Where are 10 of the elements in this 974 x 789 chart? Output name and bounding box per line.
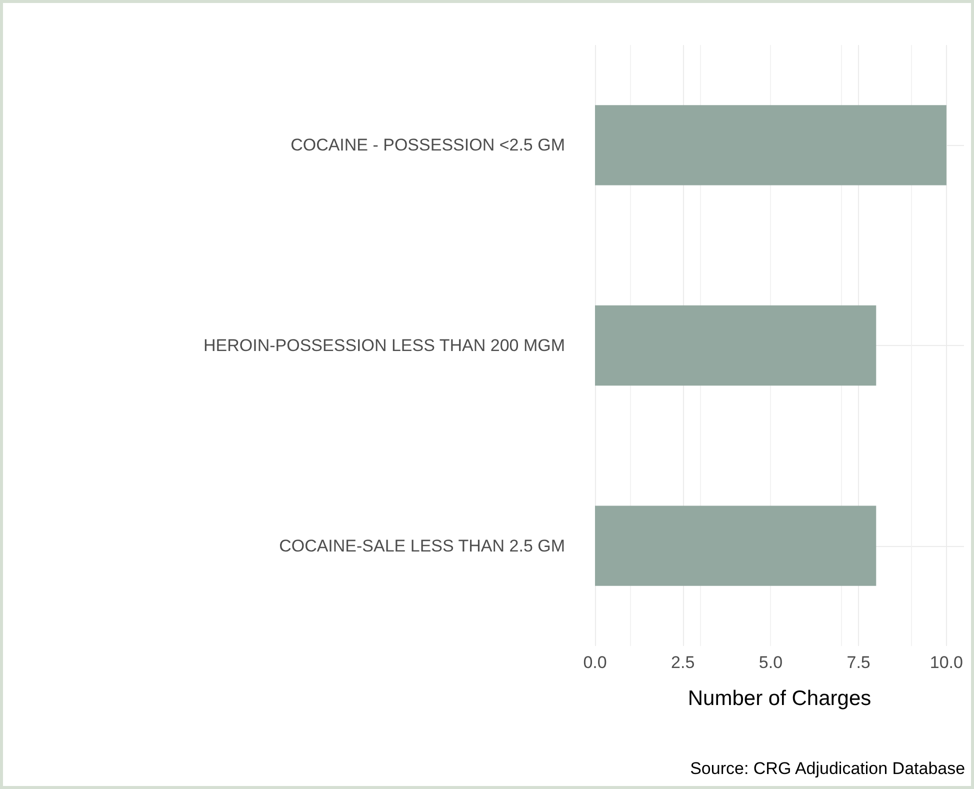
y-tick-label: COCAINE-SALE LESS THAN 2.5 GM — [279, 536, 565, 556]
x-tick-label: 5.0 — [758, 653, 783, 672]
y-tick-label: HEROIN-POSSESSION LESS THAN 200 MGM — [204, 336, 565, 355]
x-tick-label: 10.0 — [930, 653, 963, 672]
x-axis-title: Number of Charges — [688, 687, 872, 710]
source-note: Source: CRG Adjudication Database — [690, 759, 966, 778]
y-tick-label: COCAINE - POSSESSION <2.5 GM — [290, 136, 565, 155]
x-tick-label: 0.0 — [583, 653, 607, 672]
x-tick-label: 7.5 — [846, 653, 870, 672]
x-tick-label: 2.5 — [671, 653, 695, 672]
